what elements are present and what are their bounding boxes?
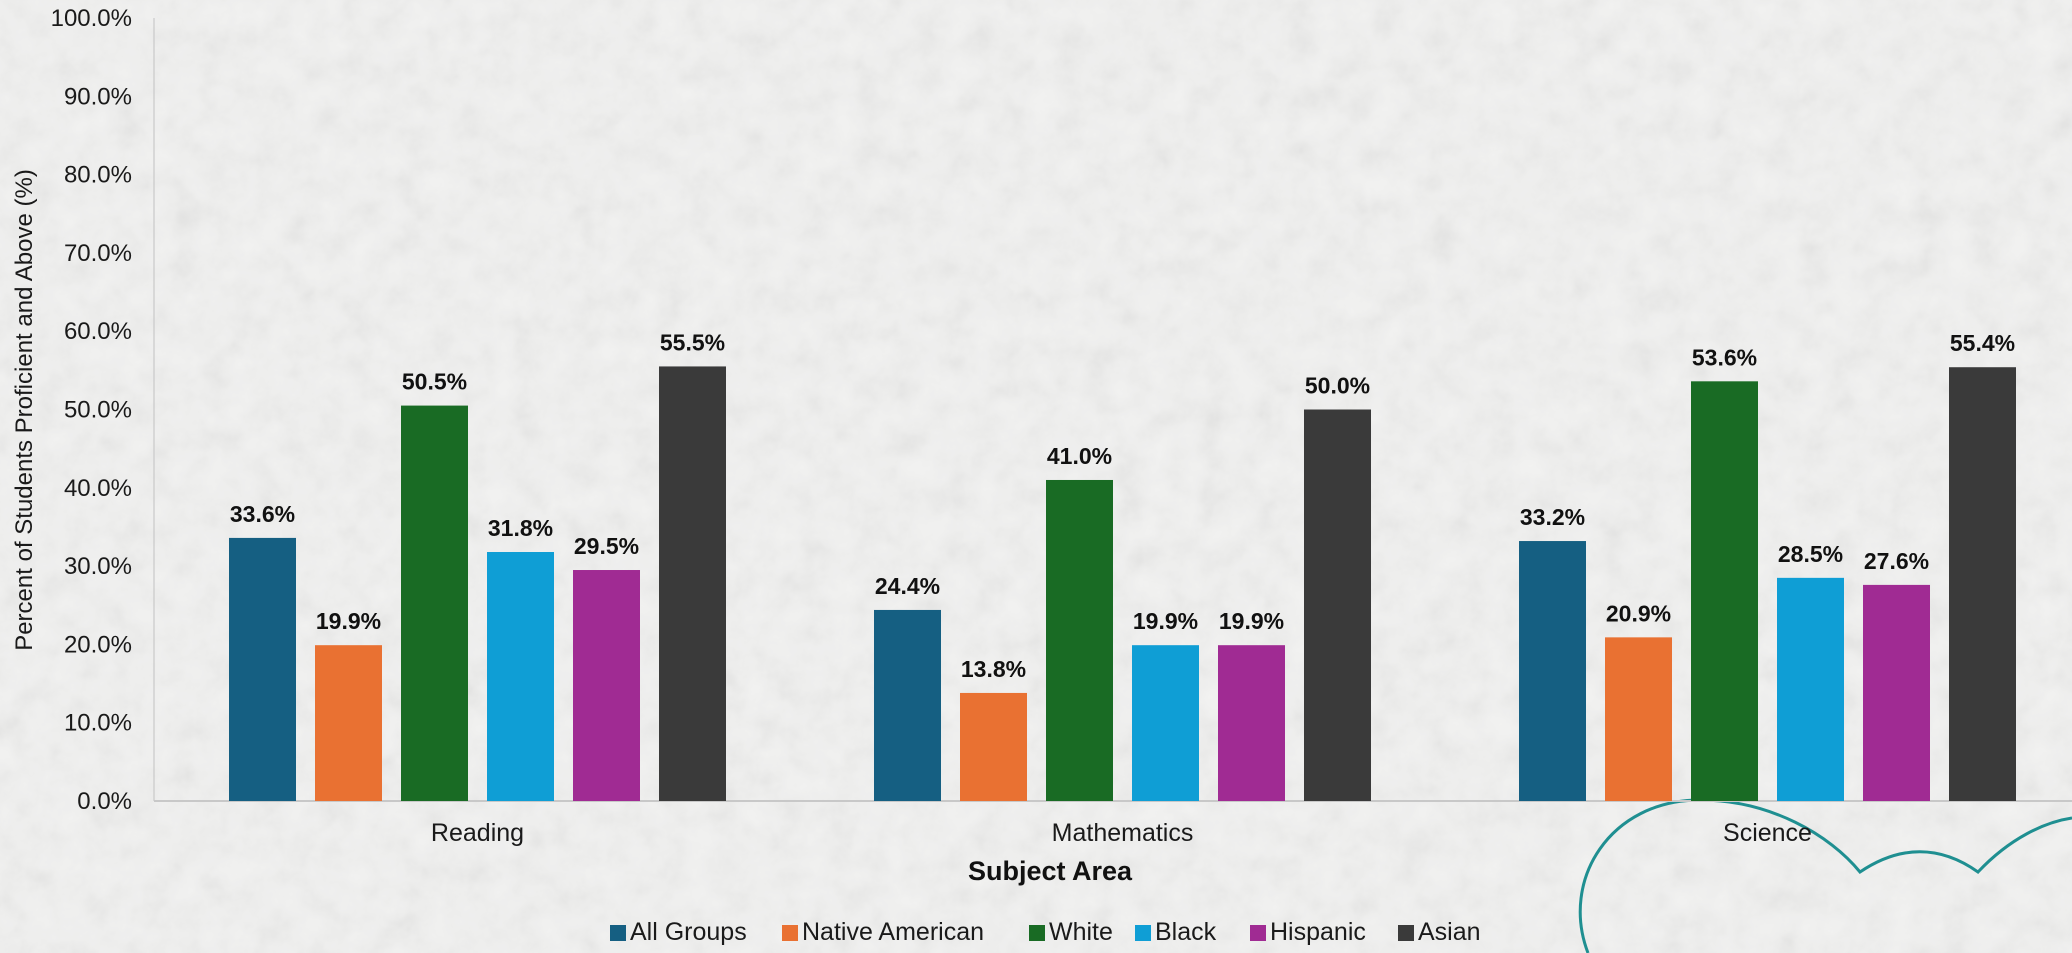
data-label: 19.9% [1133,608,1198,634]
y-tick-label: 50.0% [64,397,132,424]
legend-swatch [610,925,626,941]
y-tick-label: 90.0% [64,83,132,110]
bar-white-mathematics [1046,479,1113,801]
y-tick-label: 0.0% [77,788,132,815]
category-label: Mathematics [1052,819,1194,847]
y-tick-label: 60.0% [64,318,132,345]
bar-all-groups-science [1519,541,1586,801]
bar-all-groups-mathematics [874,609,941,801]
x-axis-title: Subject Area [968,856,1133,886]
y-tick-label: 70.0% [64,240,132,267]
bar-asian-reading [659,366,726,801]
category-label: Reading [431,819,524,847]
legend-label: Asian [1418,918,1481,946]
legend-item: Black [1135,918,1217,946]
bar-hispanic-reading [573,570,640,801]
data-label: 27.6% [1864,548,1929,574]
decorative-cloud-outline [1578,798,2072,953]
bar-black-mathematics [1132,645,1199,801]
legend-item: Hispanic [1250,918,1366,946]
category-labels: Reading Mathematics Science [431,819,1812,847]
y-tick-label: 10.0% [64,710,132,737]
bar-black-science [1777,577,1844,801]
bar-asian-science [1949,367,2016,801]
data-label: 55.4% [1950,330,2015,356]
data-label: 55.5% [660,329,725,355]
legend-item: White [1029,918,1113,946]
bar-black-reading [487,552,554,801]
legend-label: Black [1155,918,1217,946]
y-tick-label: 40.0% [64,475,132,502]
bars-group [229,366,2016,801]
legend-swatch [1135,925,1151,941]
data-label: 33.2% [1520,504,1585,530]
data-label: 31.8% [488,515,553,541]
bar-native-american-mathematics [960,692,1027,801]
data-label: 29.5% [574,533,639,559]
data-label: 50.5% [402,369,467,395]
y-axis-ticks: 0.0% 10.0% 20.0% 30.0% 40.0% 50.0% 60.0% 70.0% 8… [51,5,132,815]
y-tick-label: 80.0% [64,162,132,189]
legend-swatch [1250,925,1266,941]
bar-all-groups-reading [229,537,296,801]
data-label: 19.9% [316,608,381,634]
y-tick-label: 20.0% [64,631,132,658]
data-label: 20.9% [1606,600,1671,626]
data-label: 53.6% [1692,344,1757,370]
data-label: 19.9% [1219,608,1284,634]
legend: All Groups Native American White Black Hispa… [610,918,1481,946]
legend-swatch [782,925,798,941]
legend-swatch [1029,925,1045,941]
bar-native-american-reading [315,645,382,801]
y-tick-label: 30.0% [64,553,132,580]
legend-item: Asian [1398,918,1481,946]
bar-hispanic-mathematics [1218,645,1285,801]
legend-label: Hispanic [1270,918,1366,946]
data-label: 13.8% [961,656,1026,682]
data-label: 33.6% [230,501,295,527]
data-label: 41.0% [1047,443,1112,469]
data-label: 28.5% [1778,541,1843,567]
category-label: Science [1723,819,1812,847]
bar-hispanic-science [1863,584,1930,801]
bar-native-american-science [1605,637,1672,801]
data-label: 24.4% [875,573,940,599]
legend-label: All Groups [630,918,747,946]
bar-white-reading [401,405,468,801]
bar-white-science [1691,381,1758,801]
bar-asian-mathematics [1304,409,1371,801]
legend-swatch [1398,925,1414,941]
legend-item: All Groups [610,918,747,946]
data-label: 50.0% [1305,373,1370,399]
y-tick-label: 100.0% [51,5,132,32]
y-axis-title: Percent of Students Proficient and Above… [11,169,38,651]
legend-label: Native American [802,918,984,946]
data-labels-group: 33.6% 19.9% 50.5% 31.8% 29.5% 55.5% 24.4% 13.8%… [230,329,2015,682]
legend-label: White [1049,918,1113,946]
legend-item: Native American [782,918,984,946]
